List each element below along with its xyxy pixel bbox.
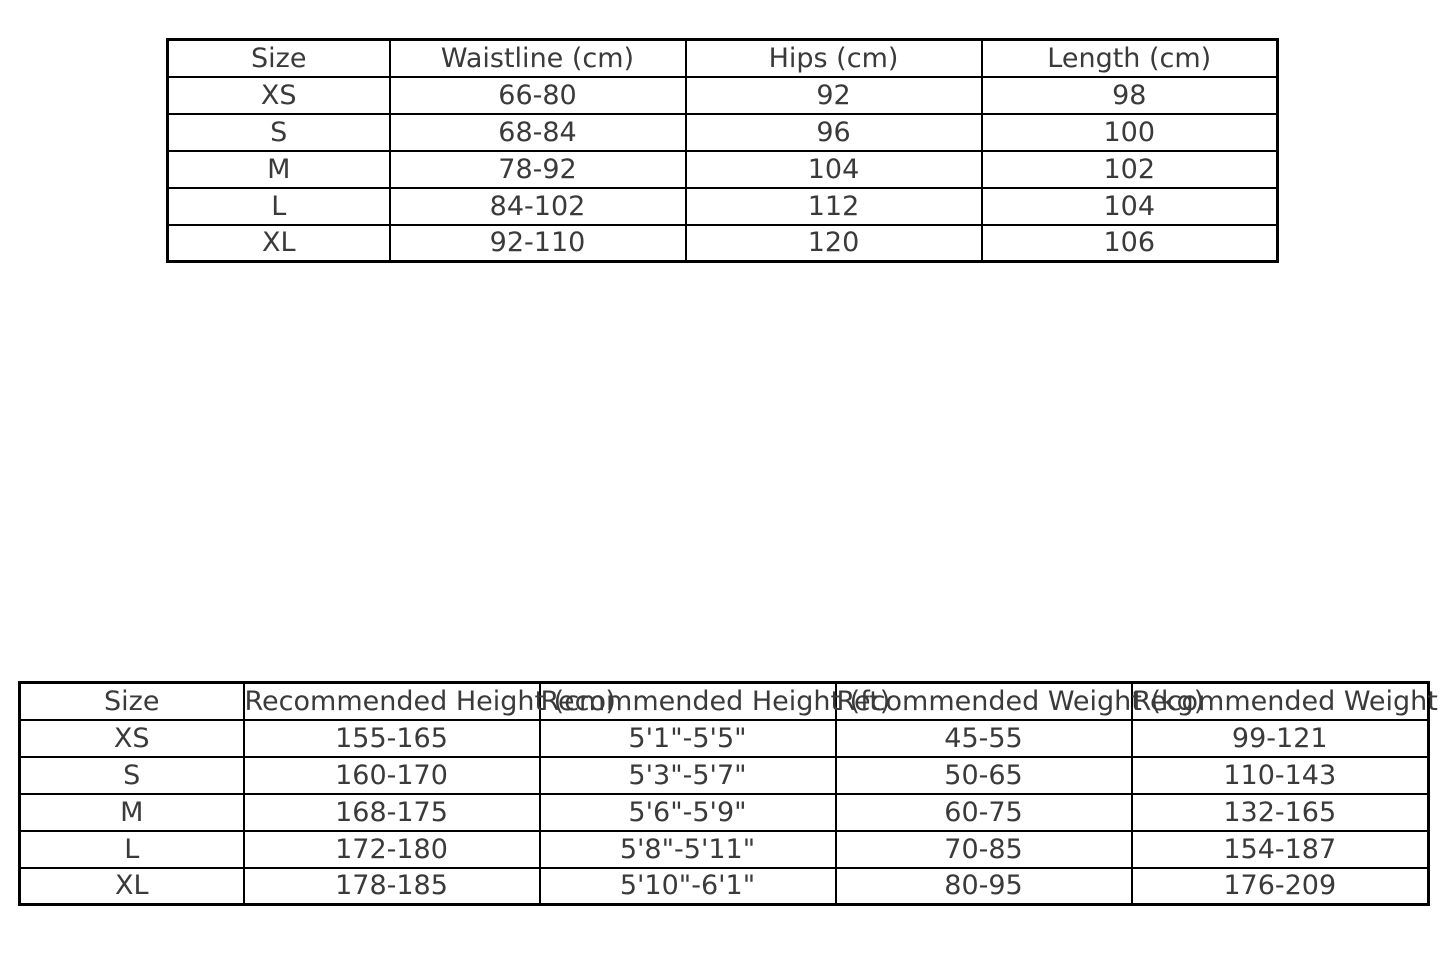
column-header-hips: Hips (cm) bbox=[684, 38, 983, 78]
table-row-xl: XL 178-185 5'10"-6'1" 80-95 176-209 bbox=[18, 866, 1430, 906]
table-row-m: M 78-92 104 102 bbox=[166, 149, 1279, 189]
table-row-l: L 84-102 112 104 bbox=[166, 186, 1279, 226]
cell-size: M bbox=[18, 792, 245, 832]
cell-hips: 92 bbox=[684, 75, 983, 115]
table-row-xs: XS 66-80 92 98 bbox=[166, 75, 1279, 115]
column-header-weight-kg: Recommended Weight (kg) bbox=[834, 681, 1204, 721]
cell-size: S bbox=[18, 755, 245, 795]
cell-size: L bbox=[166, 186, 391, 226]
cell-size: M bbox=[166, 149, 391, 189]
cell-weight-lbs: 110-143 bbox=[1130, 755, 1430, 795]
cell-weight-kg: 50-65 bbox=[834, 755, 1133, 795]
cell-weight-kg: 80-95 bbox=[834, 866, 1133, 906]
cell-height-ft: 5'1"-5'5" bbox=[538, 718, 837, 758]
cell-size: XL bbox=[166, 223, 391, 263]
cell-weight-kg: 70-85 bbox=[834, 829, 1133, 869]
cell-weight-kg: 60-75 bbox=[834, 792, 1133, 832]
cell-height-ft: 5'8"-5'11" bbox=[538, 829, 837, 869]
table-row-xl: XL 92-110 120 106 bbox=[166, 223, 1279, 263]
table-row-m: M 168-175 5'6"-5'9" 60-75 132-165 bbox=[18, 792, 1430, 832]
column-header-height-cm: Recommended Height (cm) bbox=[242, 681, 616, 721]
cell-waistline: 84-102 bbox=[388, 186, 687, 226]
height-weight-size-table: Size Recommended Height (cm) Recommended… bbox=[18, 681, 1445, 906]
cell-length: 104 bbox=[980, 186, 1279, 226]
table-row-s: S 160-170 5'3"-5'7" 50-65 110-143 bbox=[18, 755, 1430, 795]
cell-height-cm: 160-170 bbox=[242, 755, 541, 795]
garment-size-table: Size Waistline (cm) Hips (cm) Length (cm… bbox=[166, 38, 1279, 263]
column-header-length: Length (cm) bbox=[980, 38, 1279, 78]
cell-hips: 104 bbox=[684, 149, 983, 189]
cell-size: S bbox=[166, 112, 391, 152]
cell-waistline: 92-110 bbox=[388, 223, 687, 263]
column-header-height-ft: Recommended Height (ft) bbox=[538, 681, 890, 721]
header-row: Size Recommended Height (cm) Recommended… bbox=[18, 681, 1445, 721]
cell-height-ft: 5'10"-6'1" bbox=[538, 866, 837, 906]
cell-size: XS bbox=[18, 718, 245, 758]
cell-height-cm: 168-175 bbox=[242, 792, 541, 832]
table-row-l: L 172-180 5'8"-5'11" 70-85 154-187 bbox=[18, 829, 1430, 869]
cell-waistline: 66-80 bbox=[388, 75, 687, 115]
column-header-waistline: Waistline (cm) bbox=[388, 38, 687, 78]
cell-hips: 112 bbox=[684, 186, 983, 226]
cell-length: 100 bbox=[980, 112, 1279, 152]
cell-weight-lbs: 176-209 bbox=[1130, 866, 1430, 906]
cell-hips: 120 bbox=[684, 223, 983, 263]
cell-height-cm: 155-165 bbox=[242, 718, 541, 758]
cell-weight-lbs: 99-121 bbox=[1130, 718, 1430, 758]
header-row: Size Waistline (cm) Hips (cm) Length (cm… bbox=[166, 38, 1279, 78]
cell-size: XL bbox=[18, 866, 245, 906]
cell-size: L bbox=[18, 829, 245, 869]
cell-waistline: 78-92 bbox=[388, 149, 687, 189]
table-row-s: S 68-84 96 100 bbox=[166, 112, 1279, 152]
cell-hips: 96 bbox=[684, 112, 983, 152]
cell-weight-lbs: 154-187 bbox=[1130, 829, 1430, 869]
column-header-size: Size bbox=[166, 38, 391, 78]
cell-height-cm: 172-180 bbox=[242, 829, 541, 869]
cell-weight-kg: 45-55 bbox=[834, 718, 1133, 758]
cell-length: 98 bbox=[980, 75, 1279, 115]
column-header-weight-lbs: Recommended Weight (lbs) bbox=[1130, 681, 1445, 721]
cell-height-cm: 178-185 bbox=[242, 866, 541, 906]
cell-height-ft: 5'3"-5'7" bbox=[538, 755, 837, 795]
cell-weight-lbs: 132-165 bbox=[1130, 792, 1430, 832]
cell-length: 106 bbox=[980, 223, 1279, 263]
cell-size: XS bbox=[166, 75, 391, 115]
cell-length: 102 bbox=[980, 149, 1279, 189]
cell-height-ft: 5'6"-5'9" bbox=[538, 792, 837, 832]
cell-waistline: 68-84 bbox=[388, 112, 687, 152]
table-row-xs: XS 155-165 5'1"-5'5" 45-55 99-121 bbox=[18, 718, 1430, 758]
column-header-size: Size bbox=[18, 681, 245, 721]
